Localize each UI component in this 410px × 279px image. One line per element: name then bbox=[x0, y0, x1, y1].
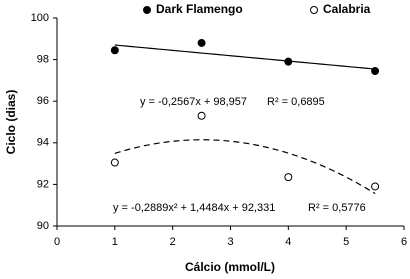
legend-marker bbox=[143, 6, 151, 14]
x-tick-label: 3 bbox=[227, 236, 233, 248]
point bbox=[197, 111, 206, 120]
point bbox=[284, 173, 293, 182]
x-tick-label: 4 bbox=[285, 236, 291, 248]
point bbox=[371, 67, 380, 76]
point bbox=[110, 158, 119, 167]
point bbox=[371, 182, 380, 191]
x-tick-label: 6 bbox=[401, 236, 407, 248]
trendline-r2: R² = 0,5776 bbox=[308, 202, 366, 214]
x-tick-label: 2 bbox=[170, 236, 176, 248]
x-tick-label: 1 bbox=[112, 236, 118, 248]
trendline bbox=[114, 139, 376, 195]
trendline bbox=[114, 44, 376, 70]
trendline-equation: y = -0,2889x² + 1,4484x + 92,331 bbox=[113, 202, 275, 214]
y-tick-label: 100 bbox=[31, 12, 49, 24]
y-axis-label: Ciclo (dias) bbox=[4, 90, 18, 155]
x-tick-label: 0 bbox=[54, 236, 60, 248]
x-tick-label: 5 bbox=[343, 236, 349, 248]
y-tick-label: 90 bbox=[37, 220, 49, 232]
point bbox=[110, 46, 119, 55]
legend-label: Dark Flamengo bbox=[156, 2, 243, 16]
point bbox=[197, 38, 206, 47]
y-tick-label: 92 bbox=[37, 178, 49, 190]
x-axis-label: Cálcio (mmol/L) bbox=[185, 260, 275, 274]
legend-label: Calabria bbox=[323, 2, 371, 16]
point bbox=[284, 57, 293, 66]
trendline-equation: y = -0,2567x + 98,957 bbox=[140, 96, 247, 108]
trendline-r2: R² = 0,6895 bbox=[267, 96, 325, 108]
y-tick-label: 96 bbox=[37, 95, 49, 107]
y-tick-label: 98 bbox=[37, 54, 49, 66]
y-tick-label: 94 bbox=[37, 137, 49, 149]
legend-marker bbox=[310, 6, 318, 14]
